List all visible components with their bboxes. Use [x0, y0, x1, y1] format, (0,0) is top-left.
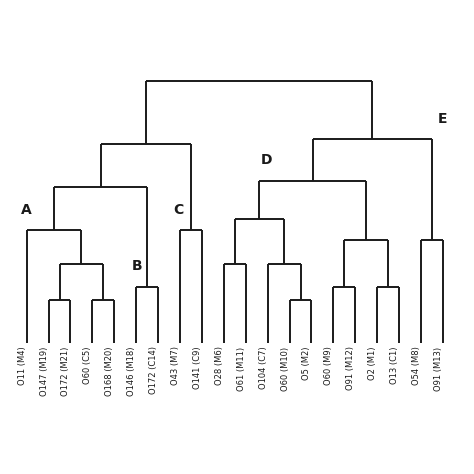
Text: C: C: [173, 203, 184, 217]
Text: B: B: [132, 259, 143, 273]
Text: O2 (M1): O2 (M1): [368, 346, 377, 380]
Text: O104 (C7): O104 (C7): [259, 346, 268, 389]
Text: D: D: [260, 153, 272, 167]
Text: O168 (M20): O168 (M20): [105, 346, 114, 396]
Text: O91 (M13): O91 (M13): [434, 346, 443, 391]
Text: A: A: [21, 203, 32, 217]
Text: O11 (M4): O11 (M4): [18, 346, 27, 385]
Text: O5 (M2): O5 (M2): [302, 346, 311, 380]
Text: O54 (M8): O54 (M8): [412, 346, 421, 385]
Text: O141 (C9): O141 (C9): [193, 346, 202, 389]
Text: O91 (M12): O91 (M12): [346, 346, 356, 391]
Text: O13 (C1): O13 (C1): [390, 346, 399, 384]
Text: O60 (M10): O60 (M10): [281, 346, 290, 391]
Text: O147 (M19): O147 (M19): [39, 346, 48, 396]
Text: O60 (C5): O60 (C5): [83, 346, 92, 384]
Text: O146 (M18): O146 (M18): [127, 346, 136, 396]
Text: O61 (M11): O61 (M11): [237, 346, 246, 391]
Text: O28 (M6): O28 (M6): [215, 346, 224, 385]
Text: E: E: [438, 112, 448, 126]
Text: O43 (M7): O43 (M7): [171, 346, 180, 385]
Text: O60 (M9): O60 (M9): [324, 346, 333, 385]
Text: O172 (C14): O172 (C14): [149, 346, 158, 394]
Text: O172 (M21): O172 (M21): [62, 346, 71, 396]
